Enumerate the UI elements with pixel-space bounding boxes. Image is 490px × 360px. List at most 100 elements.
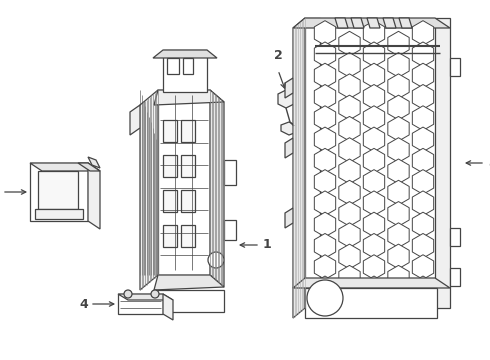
Polygon shape <box>293 278 450 288</box>
Polygon shape <box>130 105 140 135</box>
Polygon shape <box>412 106 434 130</box>
Bar <box>154 290 224 312</box>
Text: 4: 4 <box>79 297 88 310</box>
Polygon shape <box>363 255 385 279</box>
Polygon shape <box>363 191 385 216</box>
Polygon shape <box>314 255 336 279</box>
Polygon shape <box>388 223 409 247</box>
Bar <box>183 58 193 74</box>
Polygon shape <box>314 170 336 194</box>
Polygon shape <box>305 18 320 308</box>
Polygon shape <box>339 223 360 247</box>
Bar <box>38 171 78 209</box>
Polygon shape <box>363 42 385 67</box>
Polygon shape <box>363 127 385 152</box>
Polygon shape <box>339 53 360 77</box>
Polygon shape <box>154 90 224 105</box>
Polygon shape <box>383 18 396 28</box>
Bar <box>181 190 195 212</box>
Text: 1: 1 <box>263 238 272 252</box>
Polygon shape <box>314 191 336 216</box>
Polygon shape <box>314 127 336 152</box>
Bar <box>181 120 195 142</box>
Polygon shape <box>339 265 360 290</box>
Bar <box>305 288 437 318</box>
Polygon shape <box>140 90 158 290</box>
Polygon shape <box>314 234 336 258</box>
Polygon shape <box>363 170 385 194</box>
Polygon shape <box>388 265 409 290</box>
Polygon shape <box>435 18 450 308</box>
Polygon shape <box>388 138 409 162</box>
Polygon shape <box>339 159 360 184</box>
Polygon shape <box>363 276 385 301</box>
Bar <box>118 294 163 314</box>
Polygon shape <box>388 180 409 205</box>
Polygon shape <box>339 180 360 205</box>
Text: 2: 2 <box>273 49 282 62</box>
Polygon shape <box>293 18 305 318</box>
Circle shape <box>208 252 224 268</box>
Polygon shape <box>281 122 297 135</box>
Polygon shape <box>339 287 360 311</box>
Polygon shape <box>388 31 409 56</box>
Polygon shape <box>285 208 293 228</box>
Polygon shape <box>314 148 336 173</box>
Circle shape <box>124 290 132 298</box>
Circle shape <box>307 280 343 316</box>
Polygon shape <box>412 191 434 216</box>
Bar <box>224 220 236 240</box>
Polygon shape <box>339 202 360 226</box>
Polygon shape <box>412 170 434 194</box>
Text: 3: 3 <box>488 157 490 170</box>
Bar <box>163 120 177 142</box>
Polygon shape <box>88 163 100 229</box>
Polygon shape <box>351 18 364 28</box>
Polygon shape <box>363 21 385 45</box>
Bar <box>158 90 210 275</box>
Polygon shape <box>285 78 293 98</box>
Polygon shape <box>314 85 336 109</box>
Bar <box>167 58 179 74</box>
Polygon shape <box>363 212 385 237</box>
Bar <box>30 163 88 221</box>
Polygon shape <box>412 212 434 237</box>
Polygon shape <box>339 95 360 120</box>
Polygon shape <box>412 42 434 67</box>
Bar <box>450 58 460 76</box>
Polygon shape <box>412 21 434 45</box>
Polygon shape <box>412 276 434 301</box>
Bar <box>163 225 177 247</box>
Polygon shape <box>388 159 409 184</box>
Polygon shape <box>412 148 434 173</box>
Bar <box>163 155 177 177</box>
Polygon shape <box>153 50 217 58</box>
Polygon shape <box>388 202 409 226</box>
Polygon shape <box>78 163 100 171</box>
Polygon shape <box>363 234 385 258</box>
Polygon shape <box>363 106 385 130</box>
Bar <box>224 160 236 185</box>
Polygon shape <box>293 18 450 28</box>
Polygon shape <box>388 53 409 77</box>
Polygon shape <box>412 255 434 279</box>
Bar <box>35 209 83 219</box>
Polygon shape <box>388 116 409 141</box>
Polygon shape <box>388 95 409 120</box>
Circle shape <box>151 290 159 298</box>
Polygon shape <box>314 63 336 88</box>
Polygon shape <box>363 85 385 109</box>
Polygon shape <box>314 42 336 67</box>
Polygon shape <box>388 74 409 99</box>
Polygon shape <box>363 148 385 173</box>
Polygon shape <box>388 244 409 269</box>
Polygon shape <box>335 18 348 28</box>
Polygon shape <box>210 90 224 287</box>
Polygon shape <box>88 157 100 168</box>
Polygon shape <box>412 85 434 109</box>
Bar <box>450 268 460 286</box>
Polygon shape <box>163 294 173 320</box>
Polygon shape <box>118 294 173 300</box>
Bar <box>450 228 460 246</box>
Polygon shape <box>339 74 360 99</box>
